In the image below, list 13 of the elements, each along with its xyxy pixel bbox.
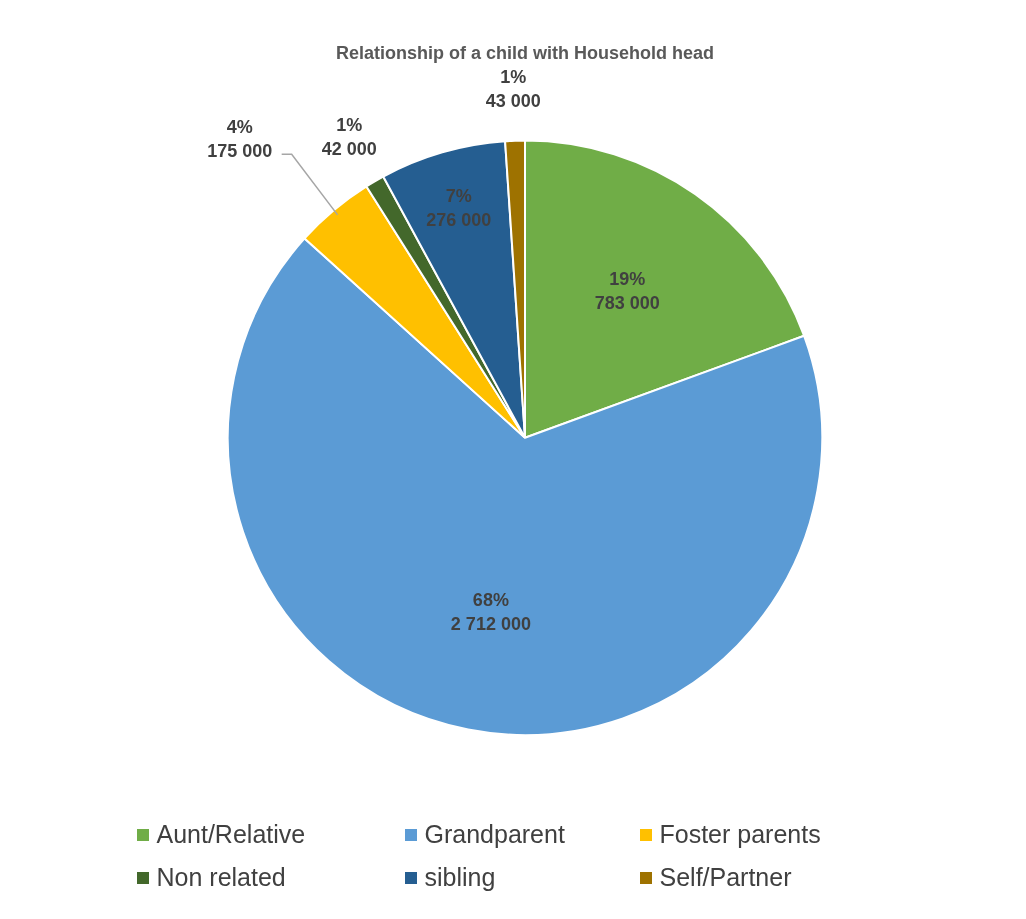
legend-label: Self/Partner	[659, 863, 792, 892]
data-label: 1% 43 000	[485, 67, 541, 112]
legend-label: Aunt/Relative	[156, 820, 306, 849]
chart-title: Relationship of a child with Household head	[335, 42, 715, 63]
legend-label: Grandparent	[424, 820, 565, 849]
legend-label: sibling	[424, 863, 496, 892]
data-label: 7% 276 000	[426, 186, 492, 231]
legend-label: Non related	[156, 863, 286, 892]
data-label: 1% 42 000	[321, 114, 377, 159]
data-label: 68% 2 712 000	[450, 589, 531, 634]
data-label: 4% 175 000	[207, 117, 273, 162]
data-label: 19% 783 000	[594, 268, 660, 313]
legend-label: Foster parents	[659, 820, 821, 849]
